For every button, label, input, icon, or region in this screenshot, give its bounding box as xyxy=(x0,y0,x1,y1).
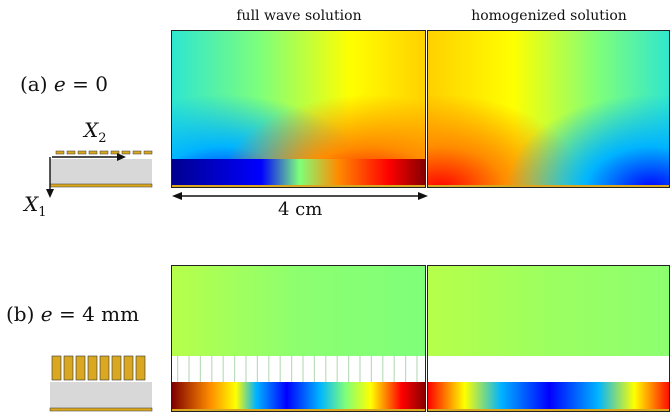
column-title-homogenized: homogenized solution xyxy=(471,8,627,24)
field-map-b-full-wave xyxy=(171,265,426,412)
x2-symbol: X xyxy=(84,118,99,142)
case-b-variable: e xyxy=(40,302,53,326)
x1-subscript: 1 xyxy=(38,205,47,220)
case-a-value: = 0 xyxy=(65,72,108,96)
field-map-a-full-wave xyxy=(171,30,426,188)
case-label-a: (a) e = 0 xyxy=(20,72,108,96)
column-title-full-wave: full wave solution xyxy=(236,8,362,24)
case-a-variable: e xyxy=(53,72,66,96)
x1-symbol: X xyxy=(24,192,39,216)
axis-label-x1: X1 xyxy=(24,192,47,220)
x2-subscript: 2 xyxy=(98,131,107,146)
case-a-prefix: (a) xyxy=(20,72,54,96)
scale-label: 4 cm xyxy=(278,199,323,220)
case-b-value: = 4 mm xyxy=(52,302,140,326)
axis-label-x2: X2 xyxy=(84,118,107,146)
case-label-b: (b) e = 4 mm xyxy=(6,302,139,326)
field-map-a-homogenized xyxy=(427,30,670,188)
case-b-prefix: (b) xyxy=(6,302,41,326)
field-map-b-homogenized xyxy=(427,265,670,412)
